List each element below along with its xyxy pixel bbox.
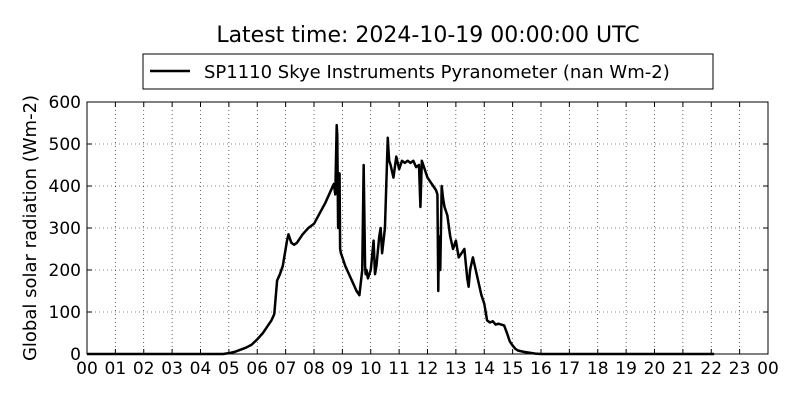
x-tick-label: 13 xyxy=(445,359,467,379)
y-tick-label: 300 xyxy=(49,219,81,239)
x-tick-label: 15 xyxy=(502,359,524,379)
x-tick-label: 12 xyxy=(417,359,439,379)
chart-title: Latest time: 2024-10-19 00:00:00 UTC xyxy=(216,23,639,48)
y-tick-label: 500 xyxy=(49,135,81,155)
x-tick-label: 11 xyxy=(388,359,410,379)
x-tick-label: 00 xyxy=(76,359,98,379)
x-tick-label: 04 xyxy=(190,359,212,379)
x-tick-label: 23 xyxy=(729,359,751,379)
x-tick-label: 22 xyxy=(700,359,722,379)
plot-frame xyxy=(86,101,769,355)
x-tick-label: 03 xyxy=(161,359,183,379)
x-tick-label: 10 xyxy=(360,359,382,379)
x-tick-label: 21 xyxy=(672,359,694,379)
y-tick-label: 100 xyxy=(49,303,81,323)
series-line xyxy=(87,123,715,356)
y-tick-label: 400 xyxy=(49,177,81,197)
x-tick-label: 02 xyxy=(133,359,155,379)
x-tick-label: 07 xyxy=(275,359,297,379)
legend: SP1110 Skye Instruments Pyranometer (nan… xyxy=(142,53,714,90)
x-tick-label: 09 xyxy=(332,359,354,379)
x-tick-label: 08 xyxy=(303,359,325,379)
x-tick-label: 18 xyxy=(587,359,609,379)
axis-ticks: 00 01 02 03 04 05 06 07 08 09 10 11 12 13 14 15 16 17 18 19… xyxy=(49,93,779,379)
x-tick-label: 14 xyxy=(473,359,495,379)
x-tick-label: 16 xyxy=(530,359,552,379)
y-tick-label: 600 xyxy=(49,93,81,113)
x-tick-label: 00 xyxy=(757,359,779,379)
x-tick-label: 01 xyxy=(105,359,127,379)
grid xyxy=(87,102,768,354)
x-tick-label: 17 xyxy=(559,359,581,379)
y-tick-label: 200 xyxy=(49,261,81,281)
legend-label: SP1110 Skye Instruments Pyranometer (nan… xyxy=(204,62,670,83)
y-tick-label: 0 xyxy=(70,345,81,365)
x-tick-label: 05 xyxy=(218,359,240,379)
x-tick-label: 20 xyxy=(644,359,666,379)
x-tick-label: 06 xyxy=(246,359,268,379)
y-axis-label: Global solar radiation (Wm-2) xyxy=(20,95,41,361)
x-tick-label: 19 xyxy=(615,359,637,379)
legend-box xyxy=(142,53,714,90)
